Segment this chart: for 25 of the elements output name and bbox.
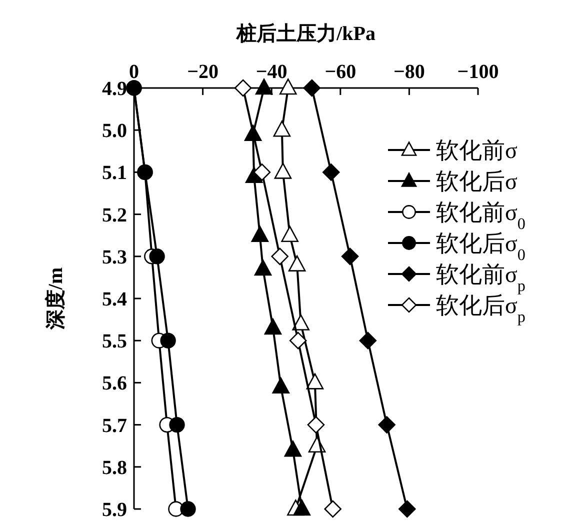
- x-axis-title: 桩后土压力/kPa: [236, 22, 376, 45]
- legend-label: 软化前σ$_{0}$: [436, 200, 526, 232]
- x-tick-label: −100: [457, 61, 499, 83]
- legend-label: 软化前σ$_{p}$: [436, 262, 526, 294]
- x-tick-label: −80: [393, 61, 425, 83]
- legend-label: 软化前σ: [436, 138, 518, 163]
- x-tick-label: −20: [187, 61, 219, 83]
- legend-label: 软化后σ$_{p}$: [436, 293, 526, 326]
- x-tick-label: 0: [129, 61, 139, 83]
- y-tick-label: 5.3: [102, 246, 127, 268]
- y-tick-label: 5.5: [102, 330, 127, 353]
- y-tick-label: 5.0: [102, 120, 127, 142]
- x-tick-label: −40: [256, 61, 288, 83]
- y-tick-label: 5.9: [102, 499, 127, 521]
- y-tick-label: 5.6: [102, 372, 127, 395]
- y-tick-label: 5.8: [102, 456, 127, 479]
- y-tick-label: 5.1: [102, 162, 127, 184]
- y-axis-title: 深度/m: [44, 267, 67, 331]
- y-tick-label: 5.7: [102, 414, 127, 437]
- legend-label: 软化后σ: [436, 169, 518, 194]
- y-tick-label: 5.4: [102, 288, 127, 310]
- legend-label: 软化后σ$_{0}$: [436, 231, 526, 264]
- y-tick-label: 4.9: [102, 78, 127, 100]
- x-tick-label: −60: [324, 61, 356, 83]
- y-tick-label: 5.2: [102, 204, 127, 226]
